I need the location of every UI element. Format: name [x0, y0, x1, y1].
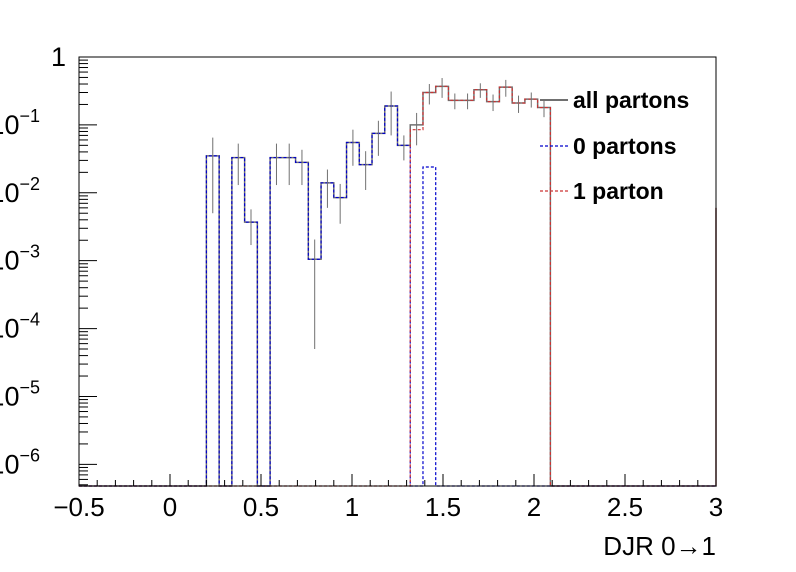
y-axis: 1 10−1 10−2 10−3 10−4 10−5 10−6 [0, 42, 97, 486]
x-tick-label: 1 [345, 492, 359, 522]
y-tick-label: 1 [51, 42, 66, 72]
x-tick-label: −0.5 [53, 492, 104, 522]
legend-label-2: 1 parton [573, 178, 664, 204]
x-tick-label: 3 [709, 492, 723, 522]
x-axis-title: DJR 0→1 [603, 531, 716, 561]
legend-label-1: 0 partons [573, 133, 677, 159]
x-tick-label: 1.5 [425, 492, 461, 522]
legend: all partons 0 partons 1 parton [540, 87, 689, 204]
y-tick-label: 10−3 [0, 242, 40, 276]
x-tick-label: 0 [163, 492, 177, 522]
error-bars-layer [212, 78, 545, 350]
x-tick-label: 2.5 [607, 492, 643, 522]
y-tick-label: 10−2 [0, 174, 40, 208]
x-tick-label: 2 [527, 492, 541, 522]
x-tick-label: 0.5 [243, 492, 279, 522]
legend-label-0: all partons [573, 87, 689, 113]
x-axis: −0.5 0 0.5 1 1.5 2 2.5 3 [53, 474, 723, 522]
y-tick-label: 10−5 [0, 377, 40, 411]
y-tick-label: 10−6 [0, 445, 40, 479]
series-1-histogram [79, 105, 716, 487]
y-tick-label: 10−4 [0, 310, 40, 344]
y-tick-label: 10−1 [0, 106, 40, 140]
